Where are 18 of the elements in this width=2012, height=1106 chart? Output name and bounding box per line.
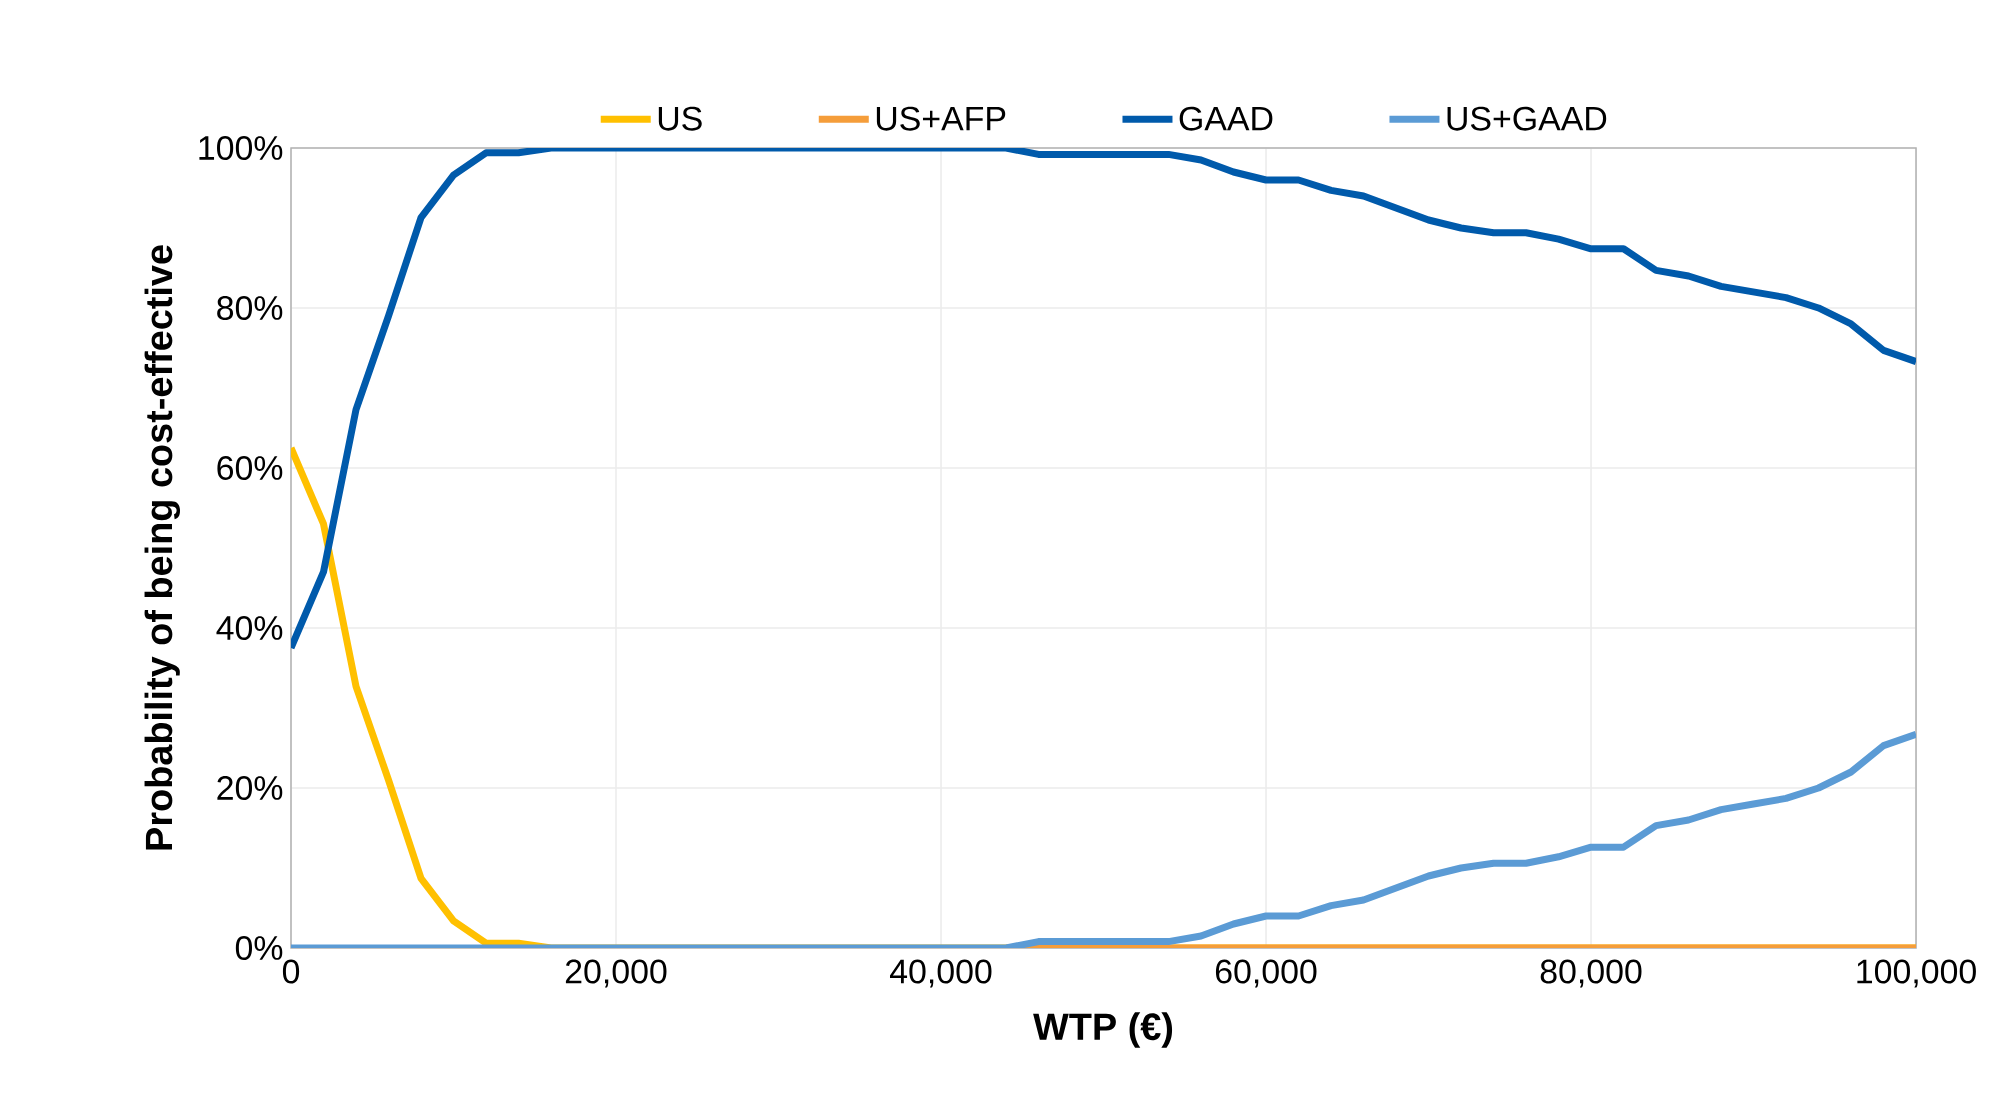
y-tick-label: 40% (216, 615, 283, 640)
y-tick-label: 0% (235, 936, 283, 960)
x-tick-label: 0 (282, 959, 300, 984)
y-tick-label: 100% (199, 135, 283, 160)
y-tick-label: 20% (217, 776, 283, 800)
x-tick-label: 40,000 (890, 959, 992, 988)
legend-label: US+GAAD (1447, 106, 1607, 131)
x-tick-label: 100,000 (1857, 959, 1976, 988)
y-tick-label: 60% (217, 455, 283, 480)
legend-label: US+AFP (876, 106, 1006, 131)
x-tick-label: 60,000 (1215, 959, 1317, 988)
legend-label: US (658, 106, 702, 131)
x-tick-label: 20,000 (565, 959, 667, 988)
x-axis-title: WTP (€) (1033, 1012, 1173, 1048)
y-tick-label: 80% (217, 295, 283, 320)
legend-label: GAAD (1179, 106, 1273, 131)
y-axis-title: Probability of being cost-effective (144, 245, 180, 850)
x-tick-label: 80,000 (1540, 959, 1642, 988)
